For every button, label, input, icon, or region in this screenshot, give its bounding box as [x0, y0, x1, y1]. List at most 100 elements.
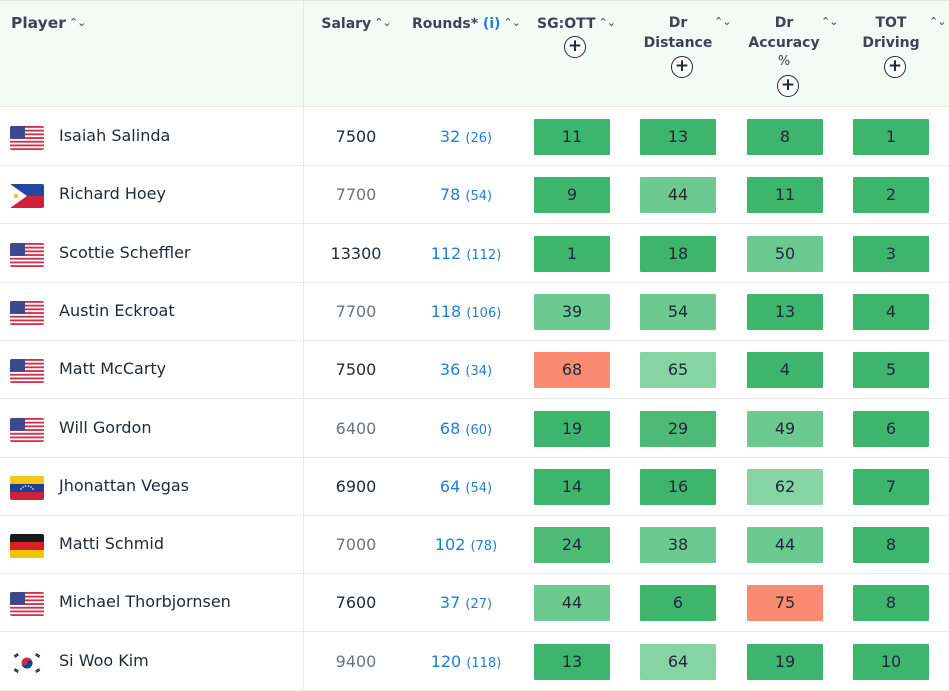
sg-ott-cell: 11 [534, 119, 610, 155]
dr-distance-cell: 65 [640, 352, 716, 389]
player-name[interactable]: Richard Hoey [59, 184, 166, 204]
rounds-sub-value: (60) [465, 422, 493, 438]
rounds-info-link[interactable]: (i) [482, 16, 501, 32]
player-cell[interactable]: Jhonattan Vegas [0, 457, 304, 515]
player-name[interactable]: Austin Eckroat [59, 300, 175, 320]
tot-driving-cell: 6 [853, 410, 929, 447]
rounds-link[interactable]: 32 (26) [420, 127, 512, 146]
salary-column-header[interactable]: Salary ⌃⌄ [315, 1, 397, 108]
dr-accuracy-cell: 75 [747, 585, 823, 622]
sg-ott-column-header[interactable]: SG:OTT ⌃⌄ + [533, 1, 619, 108]
rounds-sub-value: (54) [465, 189, 493, 205]
dr-distance-column-header[interactable]: Dr Distance ⌃⌄ + [640, 1, 731, 108]
table-row[interactable]: Scottie Scheffler 13300 112 (112) 1 18 50 3 [0, 224, 949, 283]
player-name[interactable]: Scottie Scheffler [59, 242, 191, 262]
salary-value: 7000 [335, 535, 377, 555]
rounds-sub-value: (34) [465, 364, 493, 380]
table-row[interactable]: Jhonattan Vegas 6900 64 (54) 14 16 62 7 [0, 457, 949, 516]
sg-ott-cell: 19 [534, 410, 610, 447]
rounds-value: 120 [430, 651, 462, 671]
salary-value: 13300 [330, 243, 382, 263]
sort-updown-icon[interactable]: ⌃⌄ [821, 15, 838, 28]
plus-circle-icon[interactable]: + [884, 56, 906, 78]
plus-circle-icon[interactable]: + [777, 75, 799, 97]
rounds-link[interactable]: 64 (54) [420, 477, 512, 496]
table-row[interactable]: Will Gordon 6400 68 (60) 19 29 49 6 [0, 399, 949, 458]
sort-updown-icon[interactable]: ⌃⌄ [68, 16, 86, 29]
table-row[interactable]: Richard Hoey 7700 78 (54) 9 44 11 2 [0, 166, 949, 225]
rounds-link[interactable]: 37 (27) [420, 593, 512, 612]
tot-driving-cell: 8 [853, 585, 929, 622]
player-cell[interactable]: Matti Schmid [0, 516, 304, 574]
flag-germany-icon [10, 534, 44, 559]
table-row[interactable]: Matti Schmid 7000 102 (78) 24 38 44 8 [0, 516, 949, 575]
rounds-link[interactable]: 118 (106) [420, 302, 512, 321]
table-row[interactable]: Isaiah Salinda 7500 32 (26) 11 13 8 1 [0, 108, 949, 166]
rounds-link[interactable]: 78 (54) [420, 185, 512, 204]
flag-usa-icon [10, 300, 44, 325]
rounds-link[interactable]: 112 (112) [420, 244, 512, 263]
player-cell[interactable]: Isaiah Salinda [0, 108, 304, 165]
player-name[interactable]: Isaiah Salinda [59, 126, 171, 145]
rounds-link[interactable]: 36 (34) [420, 360, 512, 379]
player-cell[interactable]: Richard Hoey [0, 166, 304, 224]
dr-distance-cell: 16 [640, 468, 716, 505]
dr-distance-header-line2: Distance [643, 35, 713, 51]
tot-driving-column-header[interactable]: TOT Driving ⌃⌄ + [853, 1, 946, 108]
dr-accuracy-column-header[interactable]: Dr Accuracy % ⌃⌄ + [746, 1, 838, 108]
player-column-header[interactable]: Player ⌃⌄ [0, 1, 304, 108]
rounds-link[interactable]: 120 (118) [420, 652, 512, 671]
plus-circle-icon[interactable]: + [671, 56, 693, 78]
player-cell[interactable]: Austin Eckroat [0, 282, 304, 340]
rounds-value: 36 [439, 360, 461, 380]
sg-ott-cell: 44 [534, 585, 610, 622]
player-cell[interactable]: Will Gordon [0, 399, 304, 457]
player-name[interactable]: Will Gordon [59, 417, 152, 437]
sort-updown-icon[interactable]: ⌃⌄ [598, 16, 616, 29]
table-row[interactable]: Matt McCarty 7500 36 (34) 68 65 4 5 [0, 341, 949, 400]
rounds-sub-value: (26) [465, 131, 493, 146]
rounds-column-header[interactable]: Rounds* (i) ⌃⌄ [410, 1, 522, 108]
table-row[interactable]: Si Woo Kim 9400 120 (118) 13 64 19 10 [0, 632, 949, 691]
player-name[interactable]: Michael Thorbjornsen [59, 592, 231, 612]
sort-updown-icon[interactable]: ⌃⌄ [374, 16, 391, 29]
flag-usa-icon [10, 242, 44, 267]
rounds-sub-value: (78) [470, 539, 498, 555]
flag-usa-icon [10, 417, 44, 442]
player-name[interactable]: Jhonattan Vegas [59, 475, 190, 495]
player-cell[interactable]: Si Woo Kim [0, 632, 304, 690]
sort-updown-icon[interactable]: ⌃⌄ [503, 16, 521, 29]
rounds-value: 112 [430, 243, 462, 263]
rounds-header-label: Rounds [412, 16, 471, 32]
sg-ott-cell: 14 [534, 468, 610, 505]
player-name[interactable]: Matti Schmid [59, 534, 164, 554]
plus-circle-icon[interactable]: + [564, 36, 586, 58]
flag-philippines-icon [10, 184, 44, 209]
tot-driving-header-line1: TOT [875, 15, 907, 31]
sort-updown-icon[interactable]: ⌃⌄ [929, 15, 946, 28]
player-cell[interactable]: Scottie Scheffler [0, 224, 304, 282]
flag-usa-icon [10, 359, 44, 384]
table-row[interactable]: Austin Eckroat 7700 118 (106) 39 54 13 4 [0, 282, 949, 341]
salary-value: 9400 [335, 651, 377, 671]
sg-ott-cell: 1 [534, 235, 610, 272]
player-cell[interactable]: Michael Thorbjornsen [0, 574, 304, 632]
rounds-link[interactable]: 102 (78) [420, 535, 512, 554]
tot-driving-cell: 2 [853, 177, 929, 214]
dr-distance-cell: 54 [640, 293, 716, 330]
rounds-sub-value: (106) [466, 305, 502, 321]
player-name[interactable]: Matt McCarty [59, 359, 167, 379]
salary-value: 6400 [335, 418, 377, 438]
dr-accuracy-header-line3: % [777, 54, 791, 69]
salary-value: 7500 [335, 127, 377, 146]
tot-driving-cell: 7 [853, 468, 929, 505]
dr-accuracy-cell: 11 [747, 177, 823, 214]
rounds-sub-value: (118) [466, 655, 502, 671]
rounds-value: 78 [439, 185, 461, 205]
sort-updown-icon[interactable]: ⌃⌄ [714, 15, 731, 28]
rounds-link[interactable]: 68 (60) [420, 419, 512, 438]
table-row[interactable]: Michael Thorbjornsen 7600 37 (27) 44 6 75 8 [0, 574, 949, 633]
player-cell[interactable]: Matt McCarty [0, 341, 304, 399]
player-name[interactable]: Si Woo Kim [59, 650, 149, 670]
